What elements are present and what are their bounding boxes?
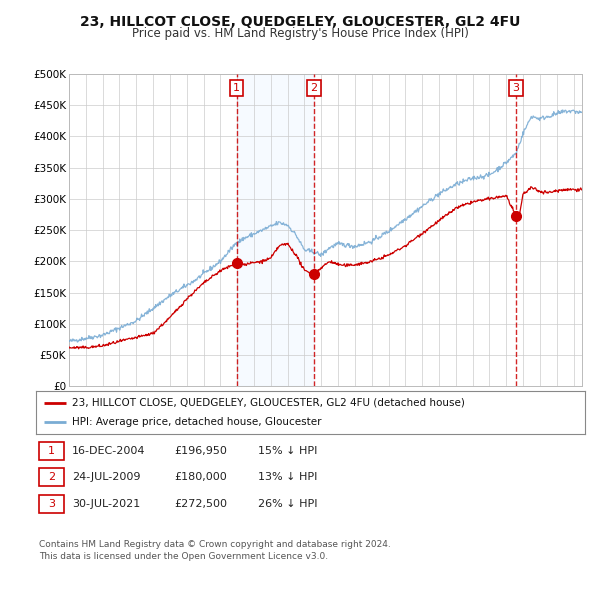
Text: 2: 2 (310, 83, 317, 93)
Text: 1: 1 (48, 446, 55, 455)
Text: 15% ↓ HPI: 15% ↓ HPI (258, 446, 317, 455)
Text: 23, HILLCOT CLOSE, QUEDGELEY, GLOUCESTER, GL2 4FU: 23, HILLCOT CLOSE, QUEDGELEY, GLOUCESTER… (80, 15, 520, 29)
Text: 23, HILLCOT CLOSE, QUEDGELEY, GLOUCESTER, GL2 4FU (detached house): 23, HILLCOT CLOSE, QUEDGELEY, GLOUCESTER… (71, 398, 464, 408)
Text: 16-DEC-2004: 16-DEC-2004 (72, 446, 146, 455)
Text: 26% ↓ HPI: 26% ↓ HPI (258, 499, 317, 509)
Text: £272,500: £272,500 (174, 499, 227, 509)
Text: Price paid vs. HM Land Registry's House Price Index (HPI): Price paid vs. HM Land Registry's House … (131, 27, 469, 40)
Text: £180,000: £180,000 (174, 473, 227, 482)
Text: 30-JUL-2021: 30-JUL-2021 (72, 499, 140, 509)
Text: Contains HM Land Registry data © Crown copyright and database right 2024.
This d: Contains HM Land Registry data © Crown c… (39, 540, 391, 561)
Text: 3: 3 (48, 499, 55, 509)
Text: £196,950: £196,950 (174, 446, 227, 455)
Text: 13% ↓ HPI: 13% ↓ HPI (258, 473, 317, 482)
Bar (236, 74, 314, 386)
Text: 3: 3 (512, 83, 520, 93)
Text: 1: 1 (233, 83, 240, 93)
Text: 24-JUL-2009: 24-JUL-2009 (72, 473, 140, 482)
Text: 2: 2 (48, 473, 55, 482)
Text: HPI: Average price, detached house, Gloucester: HPI: Average price, detached house, Glou… (71, 417, 321, 427)
